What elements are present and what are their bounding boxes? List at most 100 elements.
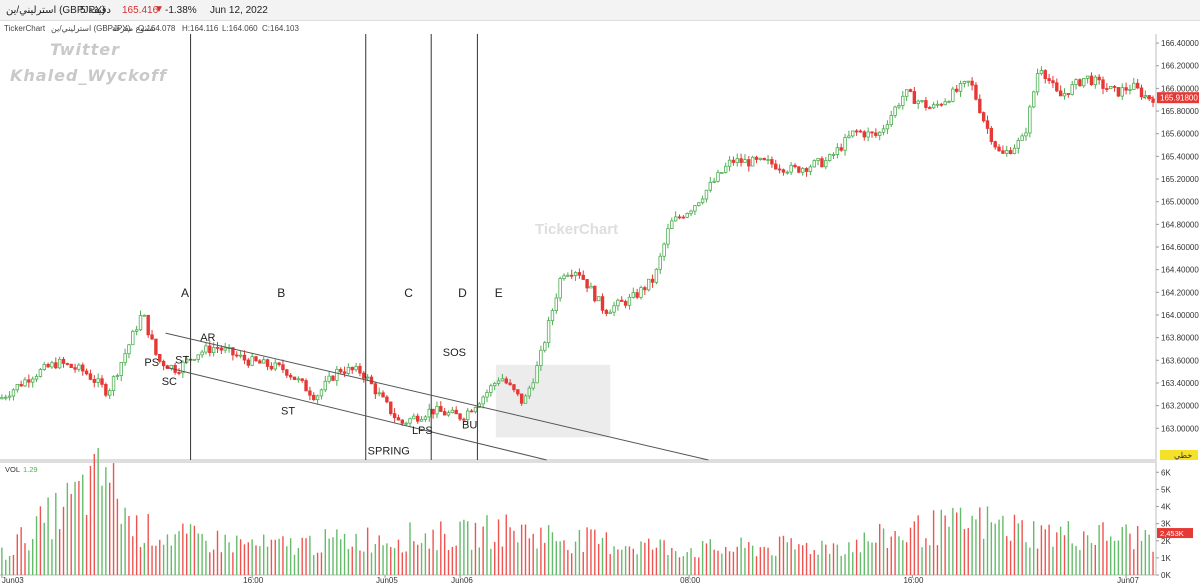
phase-label-c: C: [404, 286, 413, 300]
up-candle: [881, 128, 886, 133]
down-candle: [269, 366, 274, 370]
time-tick-label: 16:00: [243, 576, 264, 585]
up-candle: [608, 311, 612, 314]
up-candle: [0, 397, 4, 400]
volume-tick-label: 0K: [1161, 571, 1171, 580]
up-candle: [354, 365, 358, 371]
down-candle: [974, 84, 978, 100]
up-candle: [1143, 95, 1148, 98]
down-candle: [1151, 98, 1155, 103]
down-candle: [870, 131, 874, 134]
down-candle: [777, 168, 782, 171]
last-price: 165.416: [122, 5, 159, 16]
down-candle: [158, 354, 162, 362]
down-candle: [331, 375, 335, 381]
up-candle: [77, 364, 81, 370]
tickerchart-logo: TickerChart: [535, 221, 618, 238]
up-candle: [812, 160, 816, 168]
up-candle: [693, 205, 697, 212]
phase-label-b: B: [277, 286, 285, 300]
up-candle: [108, 390, 112, 396]
current-price-value: 165.91800: [1160, 94, 1198, 103]
up-candle: [1120, 87, 1124, 97]
down-candle: [369, 376, 374, 385]
price-tick-label: 166.40000: [1161, 39, 1199, 48]
down-candle: [281, 364, 285, 371]
up-candle: [931, 104, 936, 109]
phase-label-a: A: [181, 286, 189, 300]
down-candle: [104, 384, 108, 396]
up-candle: [831, 154, 836, 156]
up-candle: [273, 362, 277, 370]
down-candle: [862, 131, 866, 138]
up-candle: [50, 362, 54, 368]
up-candle: [450, 409, 455, 414]
down-candle: [288, 374, 293, 378]
high-value: H:164.116: [182, 24, 219, 33]
down-candle: [1097, 76, 1101, 81]
up-candle: [211, 346, 216, 354]
up-candle: [261, 359, 266, 364]
event-label-sos-7: SOS: [443, 347, 466, 359]
up-candle: [562, 275, 566, 279]
down-candle: [146, 314, 150, 336]
down-candle: [469, 410, 474, 413]
price-tick-label: 163.80000: [1161, 334, 1199, 343]
up-candle: [558, 278, 562, 299]
up-candle: [943, 101, 947, 106]
down-candle: [381, 392, 385, 398]
watermark-handle: Khaled_Wyckoff: [10, 66, 167, 85]
price-tick-label: 165.80000: [1161, 107, 1199, 116]
last-volume-value: 2,453K: [1160, 529, 1184, 538]
up-candle: [1032, 91, 1036, 108]
up-candle: [750, 156, 755, 167]
up-candle: [689, 210, 693, 214]
down-candle: [285, 369, 289, 376]
down-candle: [373, 383, 378, 395]
symbol-name[interactable]: استرليني/ين (GBPJPY): [6, 5, 106, 16]
up-candle: [238, 354, 243, 357]
price-tick-label: 164.60000: [1161, 243, 1199, 252]
up-candle: [412, 415, 416, 420]
up-candle: [423, 416, 428, 420]
down-candle: [1043, 70, 1047, 79]
price-tick-label: 163.60000: [1161, 356, 1199, 365]
up-candle: [15, 384, 19, 391]
down-candle: [519, 393, 524, 404]
chart-mode-tag[interactable]: [1160, 450, 1198, 460]
up-candle: [766, 159, 770, 161]
price-tick-label: 165.60000: [1161, 130, 1199, 139]
down-candle: [1047, 78, 1051, 82]
interval-label[interactable]: 5 دقيقة: [80, 5, 112, 16]
up-candle: [627, 296, 632, 306]
up-candle: [612, 305, 616, 313]
price-tick-label: 163.00000: [1161, 424, 1199, 433]
volume-tick-label: 3K: [1161, 520, 1171, 529]
down-candle: [242, 354, 247, 361]
up-candle: [111, 376, 116, 392]
up-candle: [408, 418, 412, 424]
down-candle: [338, 368, 343, 373]
up-candle: [523, 395, 528, 404]
down-candle: [604, 309, 609, 314]
up-candle: [878, 131, 882, 136]
down-candle: [928, 107, 932, 109]
up-candle: [666, 228, 670, 245]
down-candle: [978, 98, 982, 113]
down-candle: [27, 379, 31, 383]
down-candle: [161, 360, 166, 367]
up-candle: [901, 95, 905, 106]
up-candle: [673, 216, 678, 222]
open-value: O:164.078: [138, 24, 176, 33]
down-candle: [415, 415, 420, 422]
up-candle: [596, 296, 601, 302]
ohlc-info-bar: TickerChart استرليني/ين (GBPJPY) شموع مف…: [0, 21, 1155, 34]
up-candle: [827, 154, 832, 161]
up-candle: [893, 106, 897, 116]
up-candle: [142, 314, 147, 317]
event-label-st-4: ST: [281, 406, 295, 418]
up-candle: [184, 358, 189, 363]
phase-label-d: D: [458, 286, 467, 300]
up-candle: [365, 376, 370, 379]
